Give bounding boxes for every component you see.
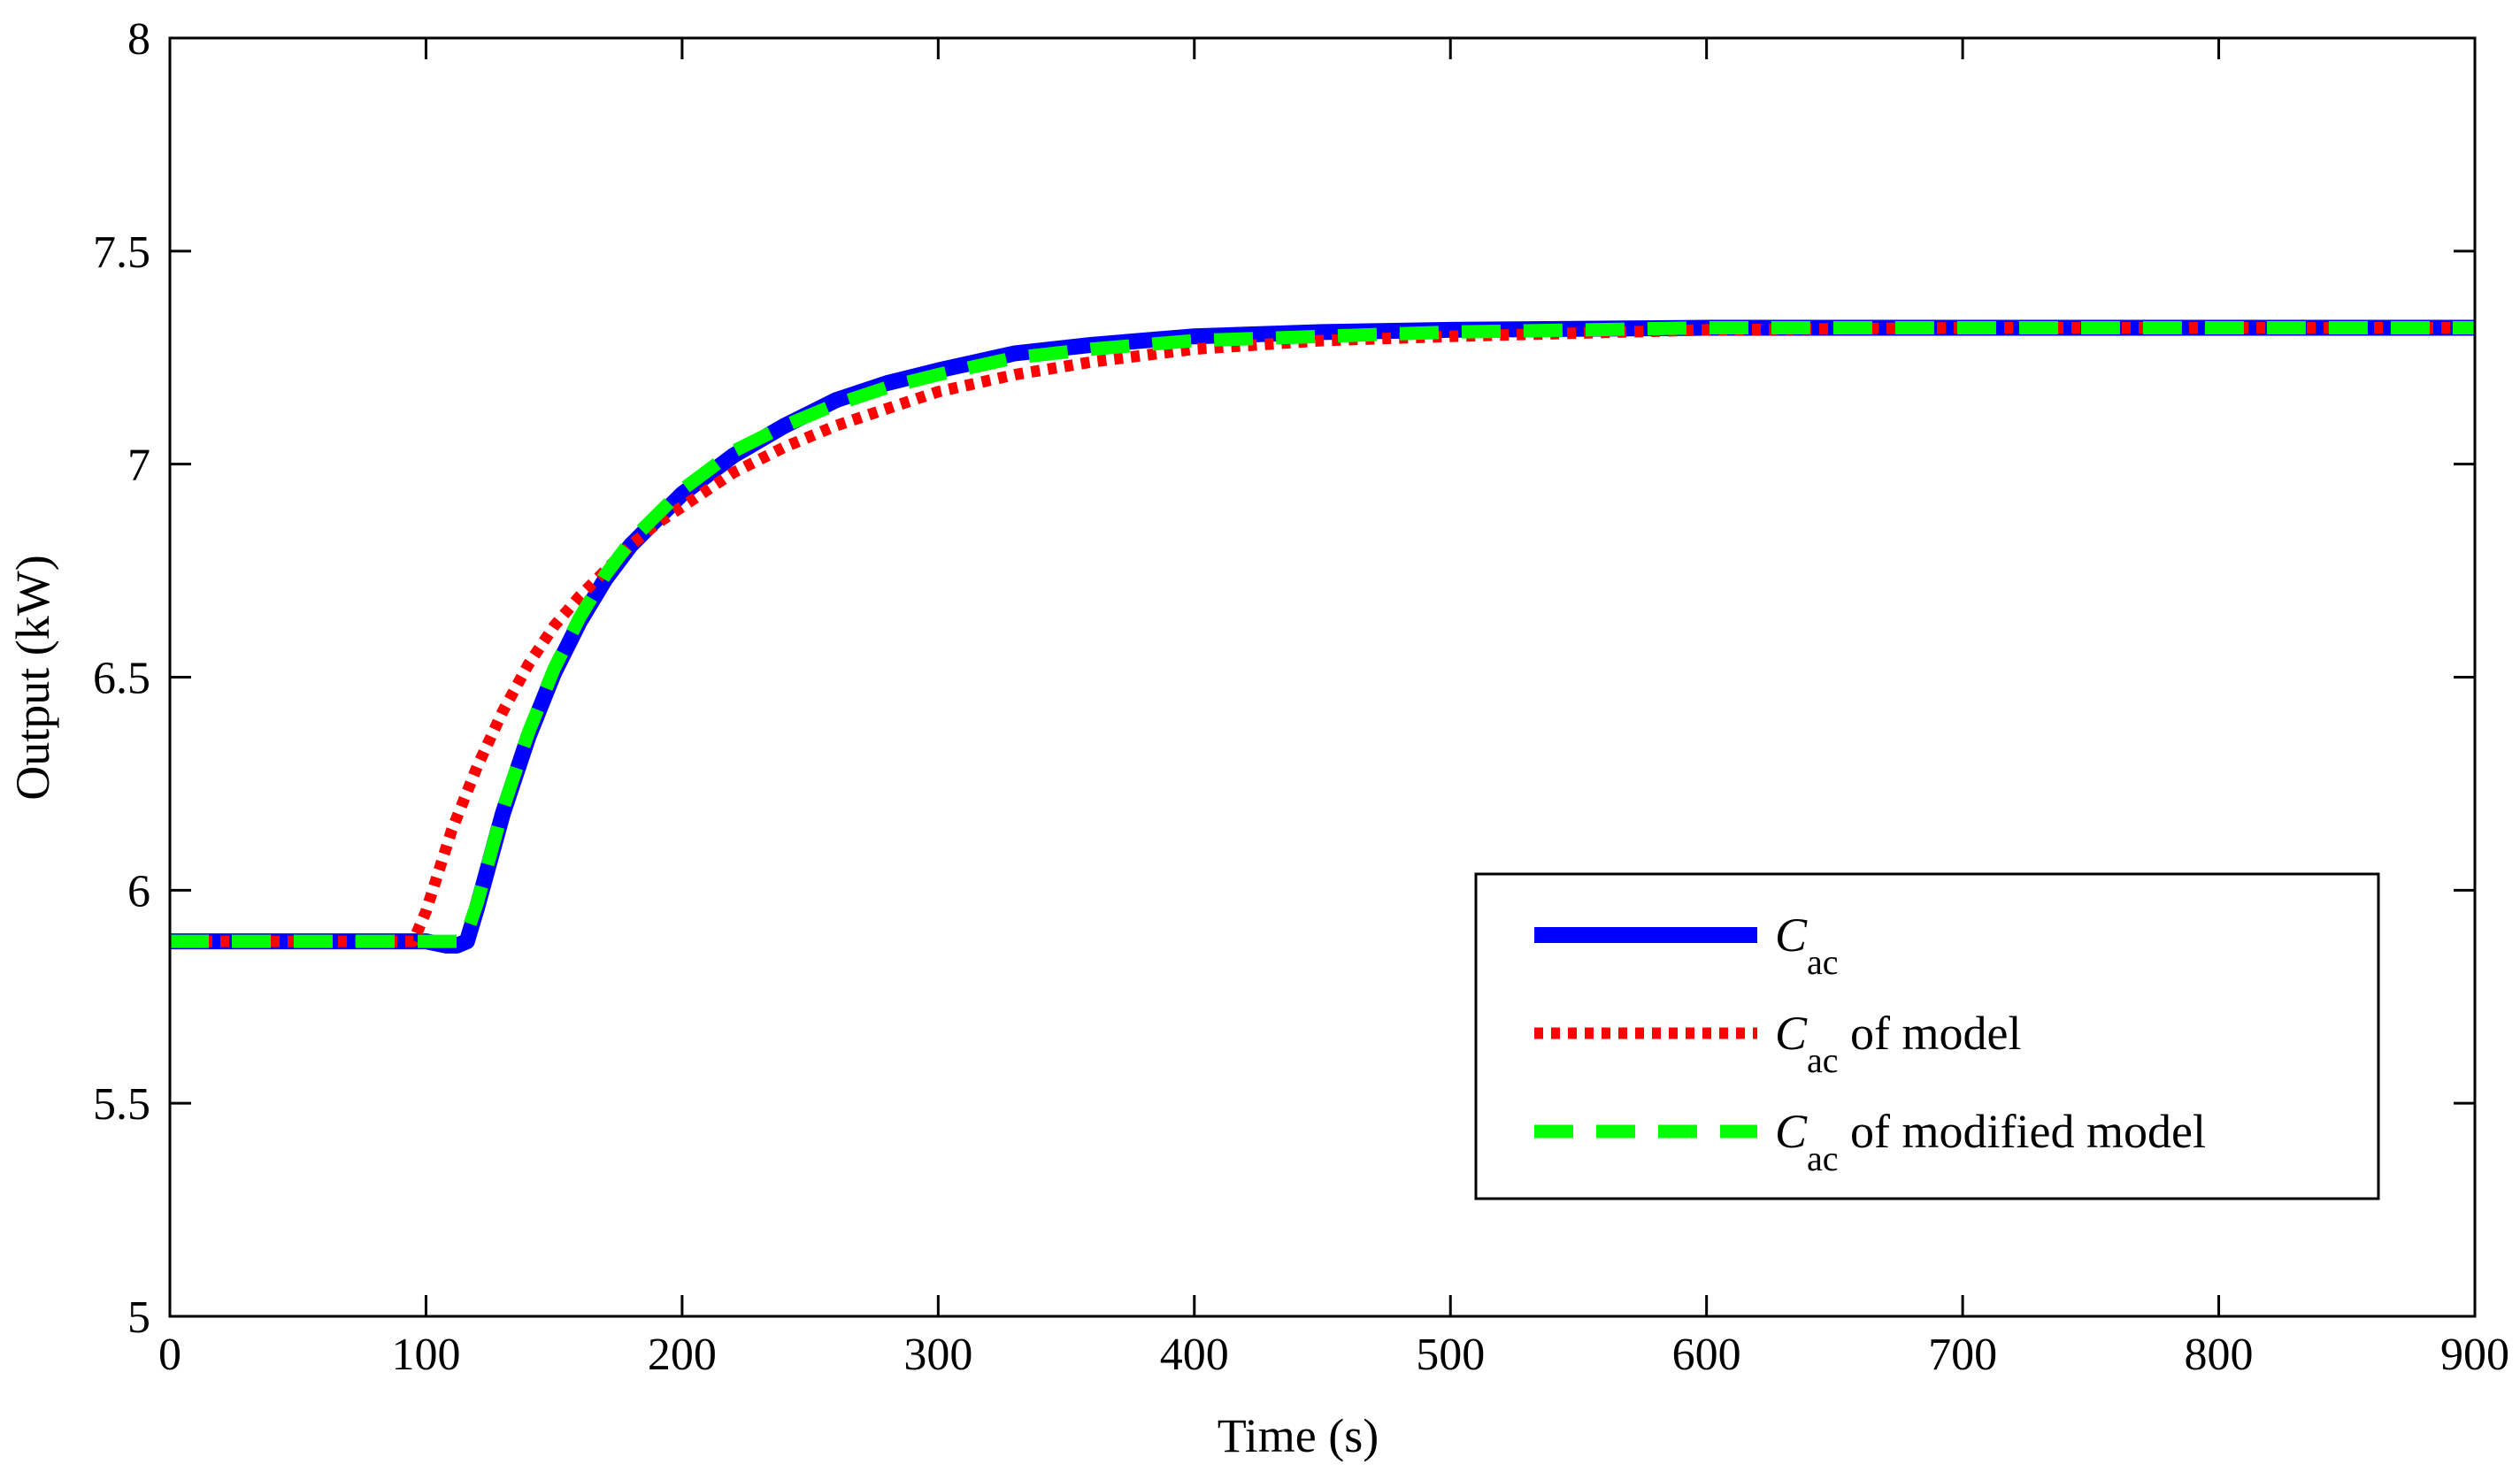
- x-tick-label: 200: [648, 1330, 717, 1380]
- legend-symbol: C: [1775, 1007, 1808, 1060]
- y-tick-label: 5: [127, 1292, 150, 1343]
- legend-subscript: ac: [1807, 942, 1839, 982]
- line-chart: 0 100 200 300 400 500 600 700 800 900 5 5.5 6 6.5 7 7.5…: [0, 0, 2520, 1472]
- x-tick-label: 800: [2185, 1330, 2254, 1380]
- legend-subscript: ac: [1807, 1138, 1839, 1178]
- legend-subscript: ac: [1807, 1040, 1839, 1080]
- x-tick-label: 600: [1672, 1330, 1741, 1380]
- x-tick-label: 300: [903, 1330, 972, 1380]
- y-tick-label: 5.5: [93, 1079, 150, 1130]
- y-tick-label: 6.5: [93, 654, 150, 704]
- x-tick-label: 0: [158, 1330, 181, 1380]
- chart-background: [0, 0, 2520, 1472]
- legend-suffix: of model: [1839, 1007, 2022, 1060]
- x-axis-label: Time (s): [1218, 1409, 1379, 1462]
- legend-symbol: C: [1775, 908, 1808, 962]
- y-tick-label: 6: [127, 866, 150, 916]
- y-tick-label: 7: [127, 441, 150, 491]
- y-tick-label: 8: [127, 14, 150, 65]
- x-tick-label: 100: [391, 1330, 460, 1380]
- x-tick-label: 700: [1928, 1330, 1997, 1380]
- legend-suffix: of modified model: [1839, 1105, 2206, 1158]
- x-tick-label: 500: [1416, 1330, 1485, 1380]
- x-tick-label: 400: [1160, 1330, 1229, 1380]
- y-tick-label: 7.5: [93, 227, 150, 278]
- y-axis-label: Output (kW): [6, 555, 59, 800]
- x-tick-label: 900: [2440, 1330, 2509, 1380]
- legend-symbol: C: [1775, 1105, 1808, 1158]
